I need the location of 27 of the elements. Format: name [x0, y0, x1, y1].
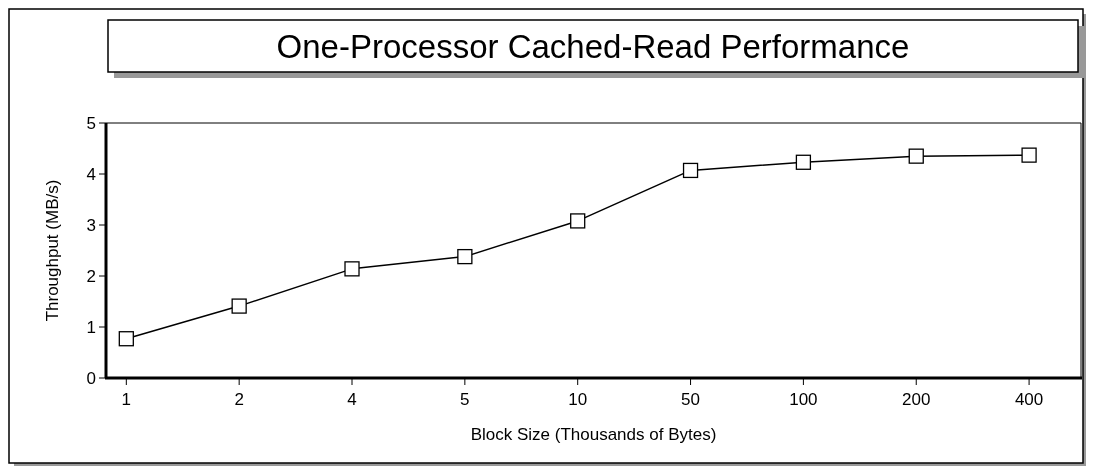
y-tick-label: 1 — [86, 318, 96, 337]
y-tick-label: 4 — [86, 165, 96, 184]
x-tick-label: 200 — [902, 390, 931, 409]
y-tick-label: 3 — [86, 216, 96, 235]
x-tick-label: 5 — [460, 390, 470, 409]
x-tick-label: 400 — [1014, 390, 1044, 409]
x-tick-label: 4 — [347, 390, 357, 409]
point — [1021, 147, 1037, 163]
point — [795, 154, 812, 170]
y-tick-label: 2 — [86, 267, 96, 286]
x-tick-label: 2 — [234, 390, 244, 409]
point — [908, 148, 924, 164]
x-tick-label: 1 — [121, 390, 132, 409]
x-axis-title: Block Size (Thousands of Bytes) — [470, 425, 717, 444]
y-tick-label: 5 — [86, 114, 96, 133]
y-axis-title: Throughput (MB/s) — [43, 179, 62, 322]
x-tick-label: 100 — [789, 390, 818, 409]
point — [118, 331, 134, 347]
point — [231, 298, 247, 314]
point — [682, 162, 699, 179]
point — [344, 261, 360, 277]
x-tick-label: 50 — [681, 390, 701, 409]
x-tick-label: 10 — [568, 390, 588, 409]
point — [570, 213, 586, 229]
chart-title: One-Processor Cached-Read Performance — [276, 28, 910, 65]
point — [457, 248, 473, 265]
y-tick-label: 0 — [86, 369, 96, 388]
